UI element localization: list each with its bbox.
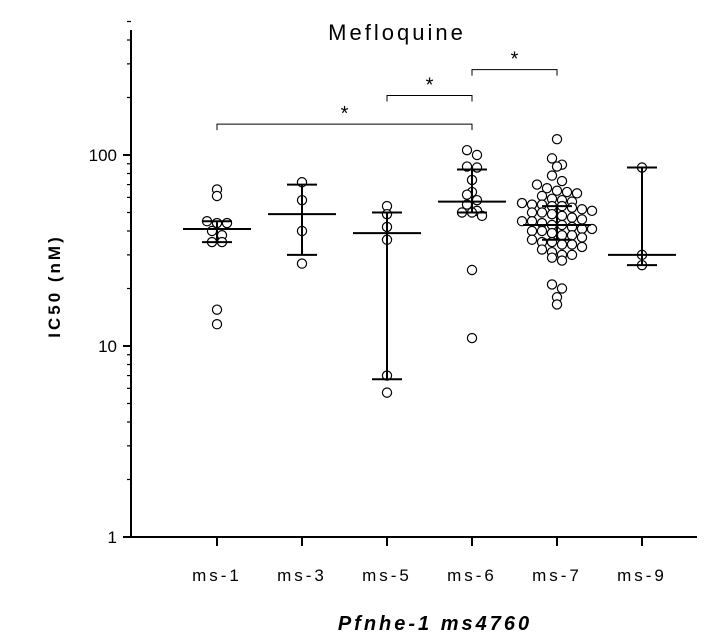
data-point (546, 170, 558, 181)
data-point (541, 183, 553, 194)
group-ms-7 (516, 133, 598, 310)
x-tick-label: ms-3 (277, 566, 327, 585)
group-ms-5 (353, 200, 421, 398)
data-point (531, 179, 543, 190)
data-point (526, 207, 538, 218)
x-axis-title: Pfnhe-1 ms4760 (338, 613, 532, 635)
x-tick-label: ms-7 (532, 566, 582, 585)
data-point (461, 189, 473, 200)
data-point (551, 299, 563, 310)
data-point (561, 186, 573, 198)
data-point (586, 205, 598, 217)
axes: 1 10 100 ms-1 ms-3 ms-5 ms-6 ms-7 ms-9 (89, 20, 697, 585)
data-point (556, 239, 568, 250)
data-point (536, 207, 548, 218)
bracket-line (386, 94, 473, 102)
group-ms-1 (183, 184, 251, 330)
group-ms-9 (608, 162, 676, 271)
data-point (516, 197, 528, 209)
x-tick-label: ms-5 (362, 566, 412, 585)
group-ms-6 (438, 144, 506, 344)
data-point (516, 216, 528, 227)
data-point (556, 230, 568, 241)
significance-ms-1-ms-6: * (216, 103, 473, 131)
data-point (586, 223, 598, 235)
significance-ms-5-ms-6: * (386, 74, 473, 102)
significance-ms-6-ms-7: * (471, 49, 558, 76)
data-point (566, 239, 578, 250)
data-point (546, 227, 558, 239)
x-tick-label: ms-1 (192, 566, 242, 585)
bracket-line (216, 123, 473, 131)
data-point (296, 258, 308, 269)
data-point (466, 332, 478, 344)
y-tick-label: 100 (89, 146, 117, 165)
data-point (576, 241, 588, 253)
data-point (551, 161, 563, 172)
data-point (211, 304, 223, 315)
data-point (551, 185, 563, 196)
data-point (471, 162, 483, 173)
data-point (566, 249, 578, 261)
group-ms-3 (268, 177, 336, 269)
data-point (546, 153, 558, 164)
data-point (461, 144, 473, 156)
data-point (471, 149, 483, 161)
data-point (466, 264, 478, 276)
x-tick-label: ms-6 (447, 566, 497, 585)
data-point (556, 175, 568, 187)
data-marks (183, 133, 676, 398)
data-point (556, 255, 568, 266)
data-point (546, 252, 558, 263)
significance-star: * (511, 49, 519, 71)
data-point (576, 214, 588, 225)
bracket-line (471, 69, 558, 76)
data-point (536, 244, 548, 255)
significance-brackets: * * * (216, 49, 558, 131)
data-point (221, 217, 233, 229)
data-point (556, 283, 568, 294)
data-point (566, 202, 578, 213)
data-point (546, 208, 558, 220)
data-point (576, 232, 588, 243)
data-point (211, 319, 223, 330)
data-point (566, 212, 578, 223)
data-point (476, 210, 488, 222)
y-axis-title: IC50 (nM) (45, 234, 64, 338)
data-point (211, 190, 223, 202)
x-tick-label: ms-9 (617, 566, 667, 585)
data-point (556, 210, 568, 222)
significance-star: * (341, 103, 349, 125)
data-point (526, 234, 538, 245)
data-point (566, 230, 578, 241)
chart-title: Mefloquine (328, 20, 466, 45)
data-point (536, 190, 548, 202)
data-point (206, 225, 218, 237)
significance-star: * (426, 74, 434, 96)
data-point (526, 225, 538, 237)
data-point (546, 279, 558, 290)
data-point (536, 225, 548, 237)
data-point (551, 133, 563, 145)
data-point (471, 194, 483, 206)
data-point (381, 387, 393, 398)
y-tick-label: 1 (108, 528, 117, 547)
data-point (576, 204, 588, 215)
y-tick-label: 10 (98, 337, 117, 356)
data-point (571, 188, 583, 199)
